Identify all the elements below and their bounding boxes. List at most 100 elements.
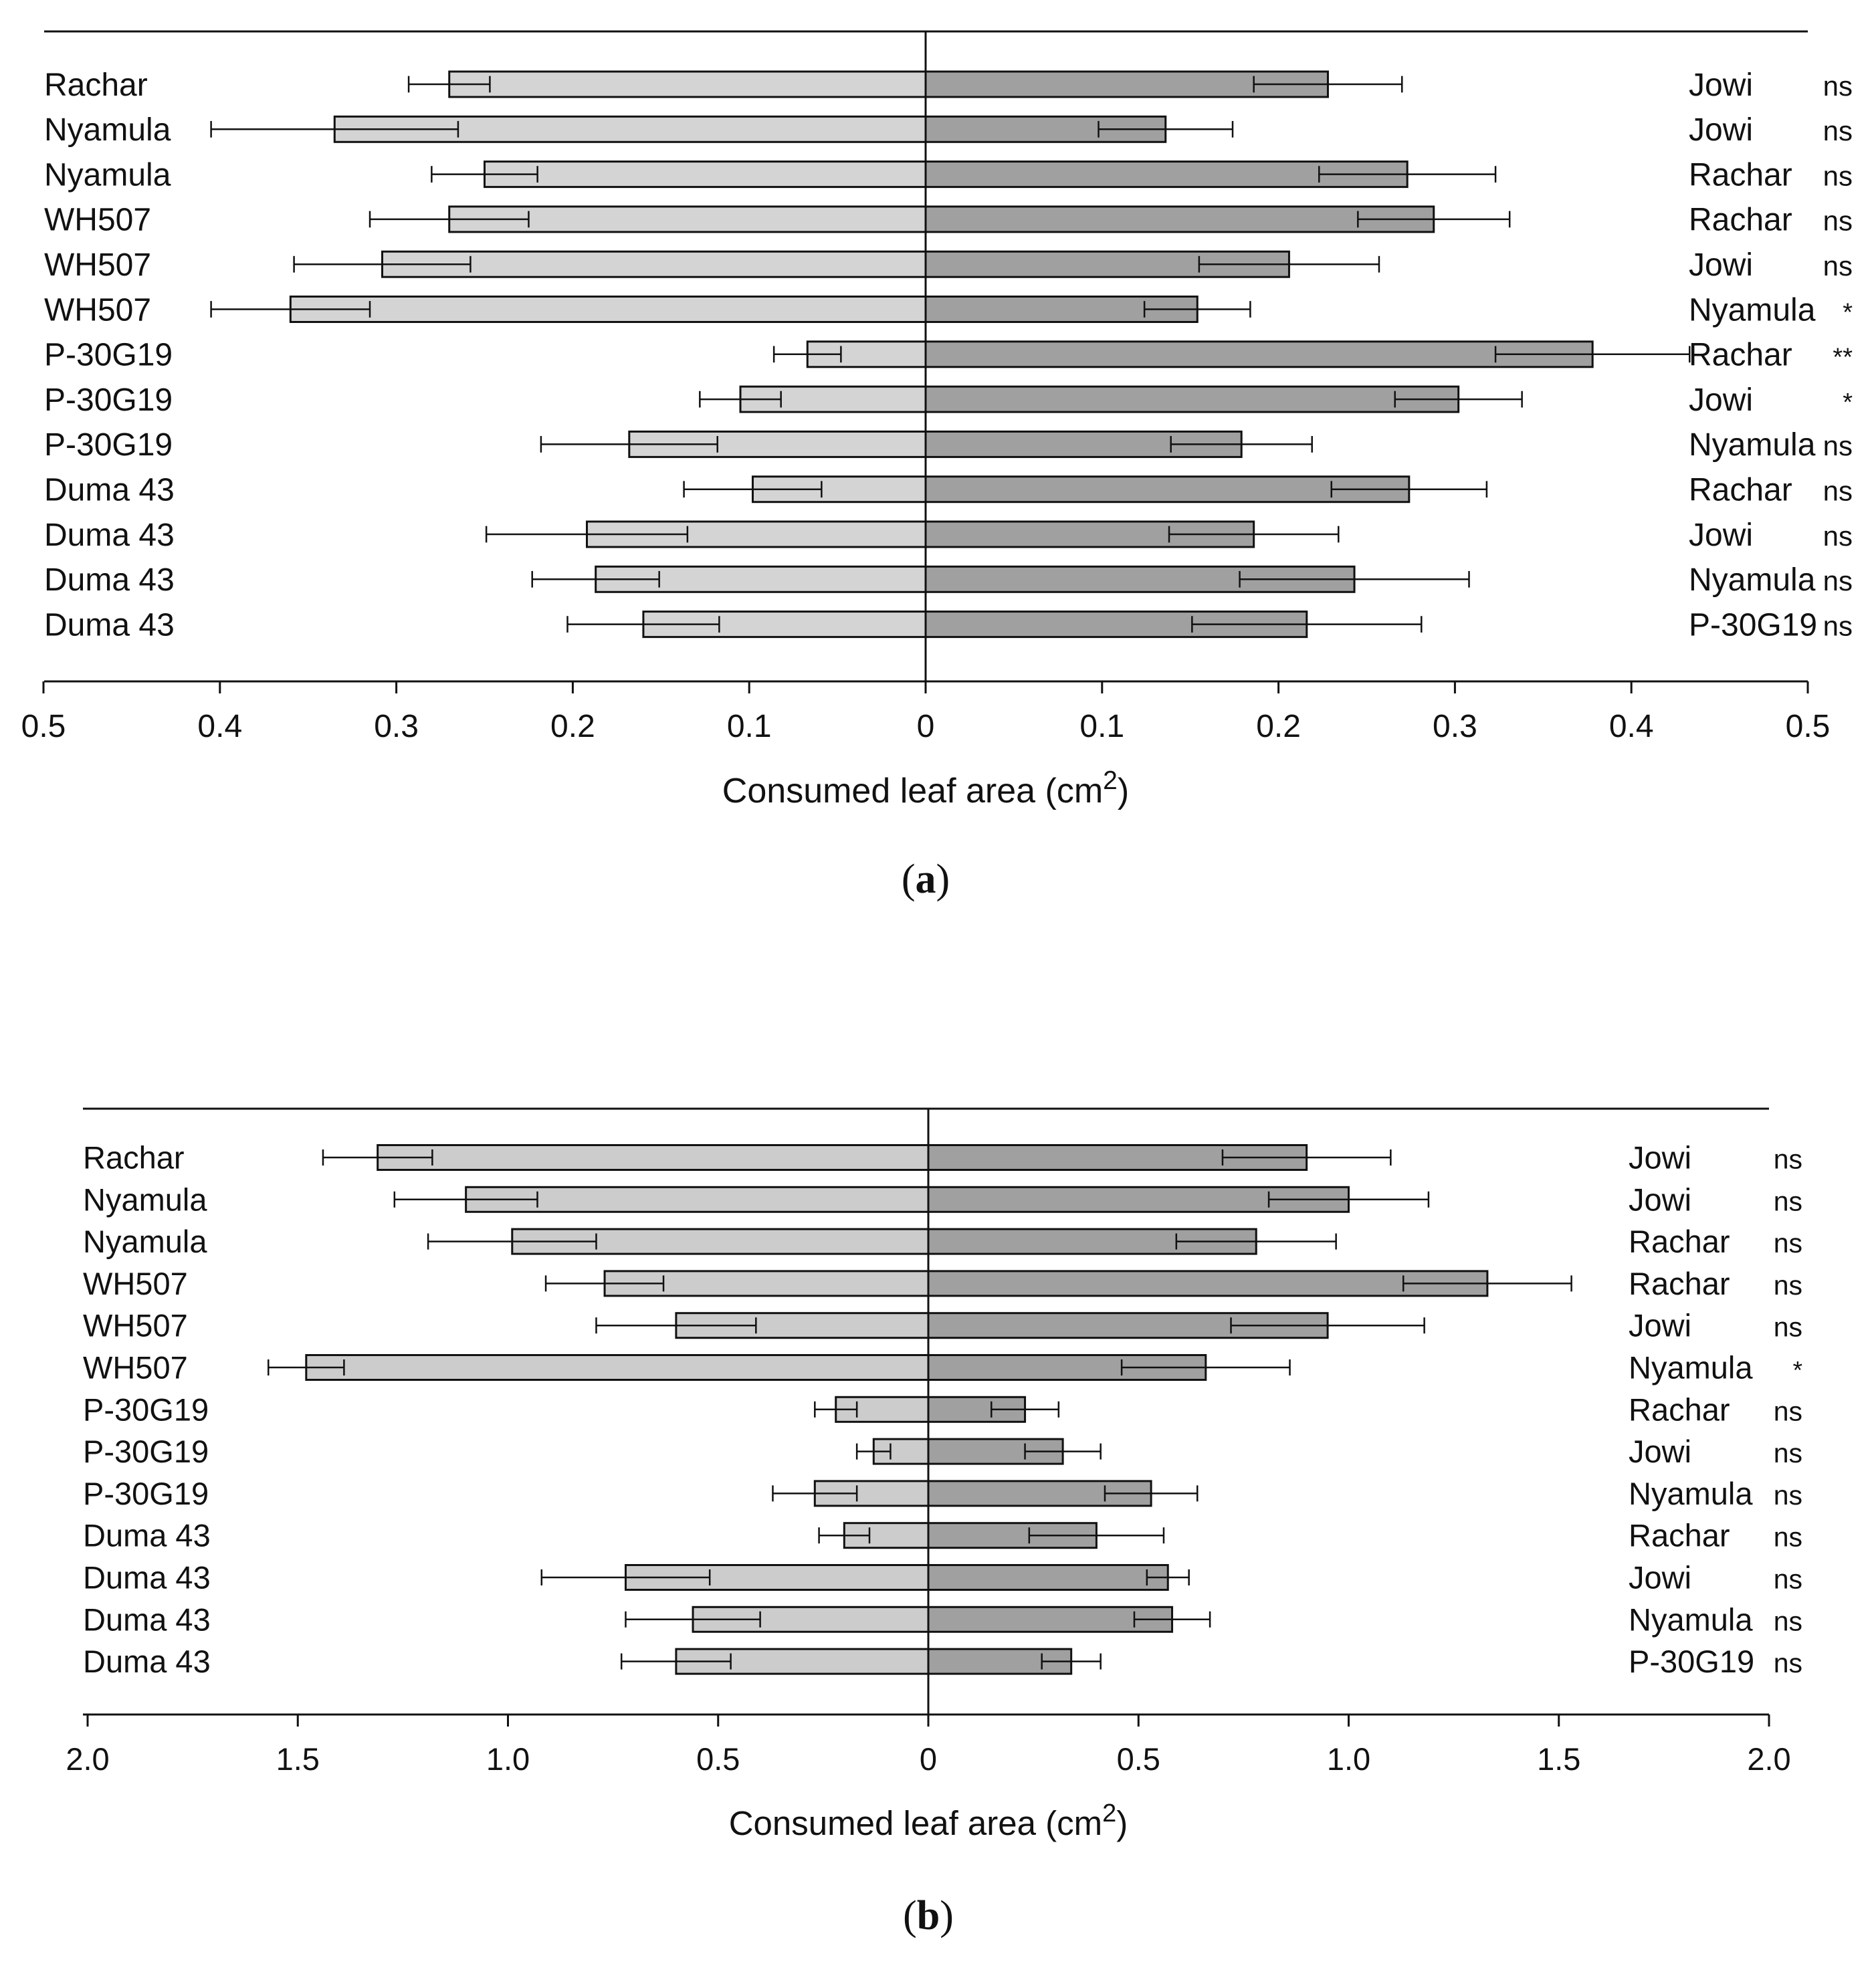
significance-label: ns	[1774, 1563, 1802, 1594]
x-axis-title: Consumed leaf area (cm2)	[722, 766, 1129, 810]
x-axis-title-superscript: 2	[1102, 1799, 1116, 1828]
left-row-label: Rachar	[83, 1139, 185, 1175]
right-row-label: Rachar	[1629, 1224, 1730, 1259]
x-axis-title: Consumed leaf area (cm2)	[729, 1799, 1128, 1842]
significance-label: **	[1833, 344, 1853, 372]
right-row-label: P-30G19	[1629, 1644, 1754, 1679]
left-row-label: Rachar	[44, 68, 148, 103]
right-row-label: Jowi	[1689, 247, 1753, 283]
x-tick-label: 0.4	[1609, 709, 1654, 744]
left-row-label: Nyamula	[83, 1182, 207, 1217]
left-bar	[377, 1144, 930, 1171]
right-row-label: Jowi	[1689, 112, 1753, 148]
left-row-label: WH507	[44, 247, 151, 283]
x-tick-label: 0.3	[374, 709, 419, 744]
right-row-label: Rachar	[1629, 1266, 1730, 1301]
panel-label: (b)	[903, 1893, 954, 1939]
right-row-label: Jowi	[1629, 1139, 1691, 1175]
left-row-label: Duma 43	[83, 1644, 211, 1679]
left-bar	[448, 70, 927, 98]
panel-label-close: )	[936, 857, 950, 902]
left-row-label: WH507	[83, 1266, 188, 1301]
right-row-label: Jowi	[1629, 1182, 1691, 1217]
left-row-label: WH507	[83, 1349, 188, 1385]
right-row-label: Nyamula	[1629, 1476, 1753, 1511]
right-row-label: Nyamula	[1629, 1602, 1753, 1637]
left-row-label: Nyamula	[44, 112, 171, 148]
right-row-label: Nyamula	[1689, 292, 1816, 328]
panel-a-chart: 0.5 0.4 0.3 0.2 0.1 0 0.1 0.2 0.3 0.4 0.5 Consumed …	[21, 30, 1853, 902]
significance-label: ns	[1774, 1396, 1802, 1426]
significance-label: ns	[1823, 205, 1853, 237]
left-bar	[305, 1354, 930, 1381]
significance-label: ns	[1774, 1522, 1802, 1553]
panel-label-open: (	[902, 857, 916, 902]
x-tick-label: 1.5	[276, 1741, 320, 1777]
significance-label: ns	[1774, 1270, 1802, 1301]
significance-label: ns	[1823, 430, 1853, 461]
x-tick-label: 0	[920, 1741, 937, 1777]
significance-label: ns	[1823, 520, 1853, 552]
left-row-label: Nyamula	[83, 1224, 207, 1259]
right-bar	[927, 1564, 1169, 1591]
significance-label: ns	[1774, 1606, 1802, 1636]
x-axis-title-superscript: 2	[1103, 766, 1118, 795]
panel-label-open: (	[903, 1893, 917, 1939]
right-bar	[924, 115, 1167, 143]
x-tick-label: 1.5	[1537, 1741, 1580, 1777]
left-row-label: Duma 43	[83, 1602, 211, 1637]
right-row-label: Jowi	[1629, 1434, 1691, 1469]
x-tick-label: 0.5	[696, 1741, 740, 1777]
panel-label-letter: b	[917, 1893, 940, 1939]
x-axis-title-close: )	[1116, 1804, 1128, 1842]
significance-label: *	[1843, 389, 1853, 417]
right-row-label: P-30G19	[1689, 607, 1817, 643]
left-row-label: P-30G19	[83, 1392, 209, 1427]
left-bar	[289, 296, 927, 323]
left-row-label: Duma 43	[44, 473, 175, 508]
x-tick-label: 0	[917, 709, 935, 744]
significance-label: ns	[1823, 115, 1853, 146]
left-row-label: Duma 43	[83, 1559, 211, 1595]
left-row-label: Duma 43	[44, 607, 175, 643]
left-bar	[465, 1186, 930, 1213]
significance-label: ns	[1823, 475, 1853, 507]
left-row-label: Duma 43	[83, 1518, 211, 1553]
right-row-label: Nyamula	[1629, 1349, 1753, 1385]
x-tick-label: 0.2	[1256, 709, 1301, 744]
left-row-label: WH507	[44, 203, 151, 238]
x-tick-label: 1.0	[1327, 1741, 1370, 1777]
right-row-label: Rachar	[1689, 203, 1792, 238]
x-tick-label: 0.1	[727, 709, 772, 744]
right-bar	[924, 385, 1460, 413]
right-row-label: Rachar	[1689, 157, 1792, 193]
panel-label: (a)	[902, 857, 950, 902]
significance-label: ns	[1774, 1312, 1802, 1343]
right-row-label: Rachar	[1689, 473, 1792, 508]
panel-label-letter: a	[916, 857, 936, 902]
x-tick-label: 0.5	[1117, 1741, 1160, 1777]
right-row-label: Rachar	[1629, 1518, 1730, 1553]
x-tick-label: 0.5	[1786, 709, 1831, 744]
x-axis-title-text: Consumed leaf area (cm	[729, 1804, 1102, 1842]
right-row-label: Rachar	[1629, 1392, 1730, 1427]
significance-label: ns	[1774, 1480, 1802, 1511]
x-tick-label: 0.5	[21, 709, 66, 744]
x-tick-label: 0.2	[550, 709, 595, 744]
left-row-label: P-30G19	[83, 1476, 209, 1511]
left-row-label: P-30G19	[83, 1434, 209, 1469]
x-axis-title-close: )	[1118, 772, 1129, 810]
x-tick-label: 2.0	[66, 1741, 109, 1777]
significance-label: ns	[1823, 250, 1853, 282]
left-row-label: P-30G19	[44, 338, 173, 373]
left-row-label: Nyamula	[44, 157, 171, 193]
left-row-label: P-30G19	[44, 382, 173, 418]
significance-label: *	[1793, 1356, 1802, 1384]
x-tick-label: 0.1	[1079, 709, 1124, 744]
right-bar	[927, 1270, 1489, 1297]
significance-label: ns	[1774, 1143, 1802, 1174]
significance-label: ns	[1823, 565, 1853, 596]
right-row-label: Jowi	[1689, 68, 1753, 103]
right-row-label: Jowi	[1629, 1559, 1691, 1595]
right-bar	[924, 475, 1411, 504]
